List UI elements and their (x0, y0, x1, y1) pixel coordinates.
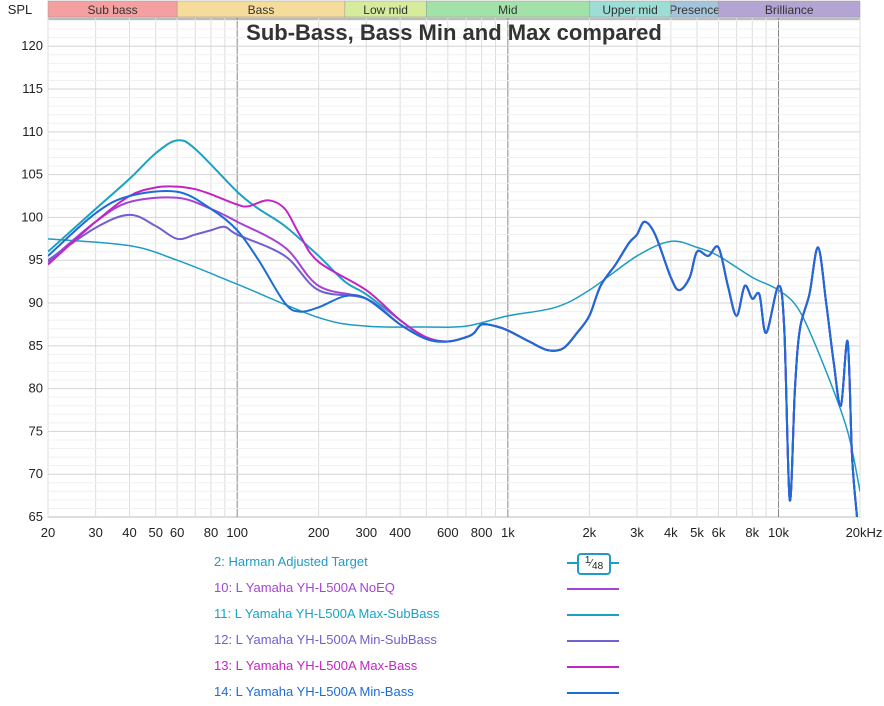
legend-item[interactable]: 14: L Yamaha YH-L500A Min-Bass (214, 684, 414, 699)
x-tick-label: 8k (745, 525, 759, 540)
plot-area (47, 17, 861, 518)
series-line-1 (48, 238, 860, 492)
x-tick-label: 6k (712, 525, 726, 540)
legend-swatch (567, 692, 619, 694)
chart-title: Sub-Bass, Bass Min and Max compared (246, 20, 662, 45)
y-tick-label: 110 (22, 124, 43, 139)
x-tick-label: 30 (88, 525, 102, 540)
x-tick-label: 1k (501, 525, 515, 540)
x-tick-label: 400 (389, 525, 411, 540)
x-tick-label: 20kHz (846, 525, 883, 540)
y-tick-label: 85 (29, 338, 43, 353)
x-tick-label: 600 (437, 525, 459, 540)
legend-item[interactable]: 13: L Yamaha YH-L500A Max-Bass (214, 658, 418, 673)
y-tick-label: 105 (21, 167, 43, 182)
legend-item[interactable]: 2: Harman Adjusted Target (214, 554, 368, 569)
y-tick-label: 120 (21, 38, 43, 53)
legend-item[interactable]: 12: L Yamaha YH-L500A Min-SubBass (214, 632, 437, 647)
x-tick-label: 60 (170, 525, 184, 540)
y-tick-label: 90 (29, 295, 43, 310)
x-tick-label: 4k (664, 525, 678, 540)
x-tick-label: 80 (204, 525, 218, 540)
y-tick-label: 100 (21, 209, 43, 224)
legend-item[interactable]: 11: L Yamaha YH-L500A Max-SubBass (214, 606, 440, 621)
legend-swatch (567, 640, 619, 642)
smoothing-badge[interactable]: 1⁄48 (577, 553, 611, 575)
legend-swatch (567, 614, 619, 616)
band-label: Presence (669, 3, 720, 17)
legend-item[interactable]: 10: L Yamaha YH-L500A NoEQ (214, 580, 395, 595)
x-tick-label: 200 (308, 525, 330, 540)
band-label: Mid (498, 3, 517, 17)
x-tick-label: 40 (122, 525, 136, 540)
band-label: Sub bass (88, 3, 138, 17)
y-tick-label: 95 (29, 252, 43, 267)
series-line-6 (48, 190, 859, 517)
x-tick-label: 100 (226, 525, 248, 540)
y-tick-label: 75 (29, 423, 43, 438)
y-axis-label: SPL (8, 2, 33, 17)
x-tick-label: 20 (41, 525, 55, 540)
legend-swatch (567, 588, 619, 590)
y-tick-label: 65 (29, 509, 43, 524)
band-label: Bass (248, 3, 275, 17)
y-tick-label: 80 (29, 381, 43, 396)
x-tick-label: 10k (768, 525, 789, 540)
x-tick-label: 50 (148, 525, 162, 540)
band-6 (718, 0, 861, 18)
x-tick-label: 3k (630, 525, 644, 540)
y-tick-label: 70 (29, 466, 43, 481)
badge-numerator: 1 (584, 555, 591, 566)
band-label: Brilliance (765, 3, 814, 17)
band-label: Low mid (363, 3, 408, 17)
x-tick-label: 5k (690, 525, 704, 540)
badge-denominator: 48 (592, 561, 604, 572)
band-label: Upper mid (602, 3, 657, 17)
legend-swatch (567, 666, 619, 668)
badge-slash: ⁄ (590, 558, 593, 569)
x-tick-label: 300 (355, 525, 377, 540)
x-tick-label: 800 (471, 525, 493, 540)
x-tick-label: 2k (582, 525, 596, 540)
y-tick-label: 115 (22, 81, 43, 96)
